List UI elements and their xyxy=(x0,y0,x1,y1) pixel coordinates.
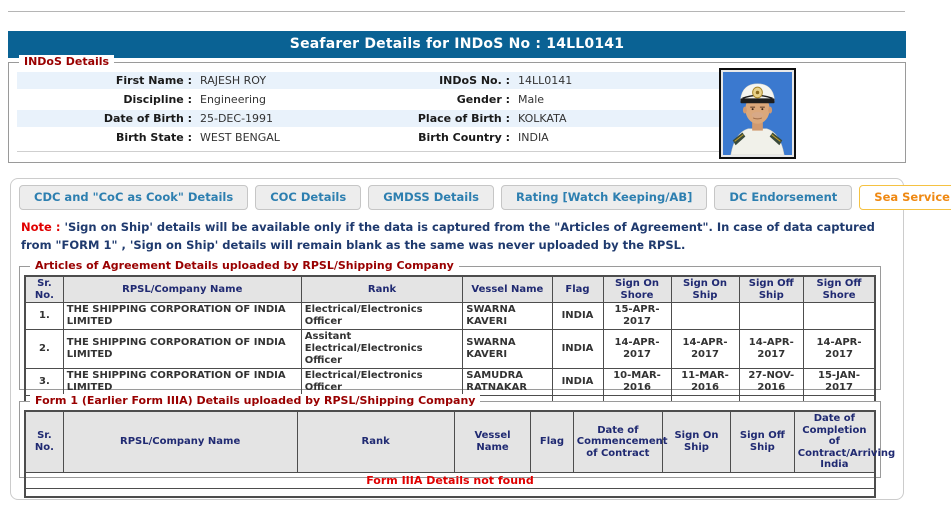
col-flag: Flag xyxy=(530,410,574,473)
cell-vessel: SWARNA KAVERI xyxy=(462,302,553,330)
cell-flag: INDIA xyxy=(551,368,604,396)
tab-rating-watch-keeping[interactable]: Rating [Watch Keeping/AB] xyxy=(501,185,708,210)
detail-row-name: First Name : RAJESH ROY INDoS No. : 14LL… xyxy=(17,72,719,89)
col-rank: Rank xyxy=(300,275,464,303)
form1-table-wrap: Sr. No. RPSL/Company Name Rank Vessel Na… xyxy=(24,410,895,499)
col-vessel: Vessel Name xyxy=(462,275,553,303)
cell-sign-off-ship xyxy=(738,302,805,330)
cell-company: THE SHIPPING CORPORATION OF INDIA LIMITE… xyxy=(62,302,302,330)
col-company: RPSL/Company Name xyxy=(62,410,298,473)
tab-coc-details[interactable]: COC Details xyxy=(255,185,362,210)
col-sign-on-ship: Sign On Ship xyxy=(662,410,731,473)
form1-table: Sr. No. RPSL/Company Name Rank Vessel Na… xyxy=(24,410,895,499)
form1-header-row: Sr. No. RPSL/Company Name Rank Vessel Na… xyxy=(24,410,895,473)
col-sign-on-shore: Sign On Shore xyxy=(602,275,672,303)
cell-sign-on-shore: 15-APR-2017 xyxy=(602,302,672,330)
articles-legend: Articles of Agreement Details uploaded b… xyxy=(30,259,459,272)
gender-label: Gender : xyxy=(456,93,510,106)
indos-details-legend: INDoS Details xyxy=(19,55,115,68)
col-company: RPSL/Company Name xyxy=(62,275,302,303)
dob-value: 25-DEC-1991 xyxy=(200,112,274,125)
table-row: 1. THE SHIPPING CORPORATION OF INDIA LIM… xyxy=(24,302,876,330)
cell-sign-off-ship: 27-NOV-2016 xyxy=(738,368,805,396)
first-name-label: First Name : xyxy=(115,74,192,87)
cell-flag: INDIA xyxy=(551,302,604,330)
cell-sign-off-ship: 14-APR-2017 xyxy=(738,329,805,369)
cell-rank: Electrical/Electronics Officer xyxy=(300,302,464,330)
cell-vessel: SWARNA KAVERI xyxy=(462,329,553,369)
cell-vessel: SAMUDRA RATNAKAR xyxy=(462,368,553,396)
tab-cdc-coc-as-cook[interactable]: CDC and "CoC as Cook" Details xyxy=(19,185,249,210)
table-row: 3. THE SHIPPING CORPORATION OF INDIA LIM… xyxy=(24,368,876,396)
indos-no-value: 14LL0141 xyxy=(518,74,573,87)
sign-on-ship-note: Note : 'Sign on Ship' details will be av… xyxy=(21,219,889,255)
col-vessel: Vessel Name xyxy=(453,410,532,473)
seafarer-photo-image xyxy=(723,72,792,155)
col-sr-no: Sr. No. xyxy=(24,410,64,473)
cell-sign-off-shore: 14-APR-2017 xyxy=(803,329,876,369)
note-prefix: Note : xyxy=(21,220,61,234)
birth-state-label: Birth State : xyxy=(115,131,192,144)
page-title: Seafarer Details for INDoS No : 14LL0141 xyxy=(8,31,906,58)
cell-sign-on-shore: 10-MAR-2016 xyxy=(602,368,672,396)
col-sign-off-ship: Sign Off Ship xyxy=(730,410,795,473)
form1-spacer-cell xyxy=(24,487,876,498)
cell-sr: 1. xyxy=(24,302,64,330)
place-of-birth-value: KOLKATA xyxy=(518,112,567,125)
birth-country-label: Birth Country : xyxy=(418,131,510,144)
col-rank: Rank xyxy=(296,410,455,473)
cell-sign-on-shore: 14-APR-2017 xyxy=(602,329,672,369)
indos-detail-rows: First Name : RAJESH ROY INDoS No. : 14LL… xyxy=(17,72,719,152)
col-date-commencement: Date of Commencement of Contract xyxy=(572,410,668,473)
discipline-label: Discipline : xyxy=(123,93,192,106)
birth-state-value: WEST BENGAL xyxy=(200,131,280,144)
indos-details-fieldset: INDoS Details First Name : RAJESH ROY IN… xyxy=(8,55,906,163)
cell-company: THE SHIPPING CORPORATION OF INDIA LIMITE… xyxy=(62,368,302,396)
top-divider xyxy=(8,11,905,12)
form1-fieldset: Form 1 (Earlier Form IIIA) Details uploa… xyxy=(19,394,895,499)
cell-rank: Assitant Electrical/Electronics Officer xyxy=(300,329,464,369)
form1-not-found-message: Form IIIA Details not found xyxy=(24,471,876,489)
detail-row-state: Birth State : WEST BENGAL Birth Country … xyxy=(17,129,719,146)
cell-company: THE SHIPPING CORPORATION OF INDIA LIMITE… xyxy=(62,329,302,369)
tab-bar: CDC and "CoC as Cook" Details COC Detail… xyxy=(19,185,951,210)
col-flag: Flag xyxy=(551,275,604,303)
col-sr-no: Sr. No. xyxy=(24,275,64,303)
cell-sr: 3. xyxy=(24,368,64,396)
first-name-value: RAJESH ROY xyxy=(200,74,267,87)
articles-header-row: Sr. No. RPSL/Company Name Rank Vessel Na… xyxy=(24,275,876,303)
col-sign-off-ship: Sign Off Ship xyxy=(738,275,805,303)
articles-of-agreement-fieldset: Articles of Agreement Details uploaded b… xyxy=(19,259,881,436)
form1-spacer-row xyxy=(24,487,876,498)
detail-row-birth: Date of Birth : 25-DEC-1991 Place of Bir… xyxy=(17,110,719,127)
seafarer-photo xyxy=(719,68,796,159)
tab-dc-endorsement[interactable]: DC Endorsement xyxy=(714,185,853,210)
place-of-birth-label: Place of Birth : xyxy=(417,112,510,125)
gender-value: Male xyxy=(518,93,545,106)
indos-no-label: INDoS No. : xyxy=(439,74,510,87)
tab-sea-service-details[interactable]: Sea Service Details xyxy=(859,185,951,210)
discipline-value: Engineering xyxy=(200,93,266,106)
note-body: 'Sign on Ship' details will be available… xyxy=(21,220,875,252)
cell-sign-on-ship: 11-MAR-2016 xyxy=(670,368,740,396)
cell-sr: 2. xyxy=(24,329,64,369)
cell-flag: INDIA xyxy=(551,329,604,369)
col-sign-on-ship: Sign On Ship xyxy=(670,275,740,303)
col-sign-off-shore: Sign Off Shore xyxy=(803,275,876,303)
form1-empty-row: Form IIIA Details not found xyxy=(24,471,876,489)
table-row: 2. THE SHIPPING CORPORATION OF INDIA LIM… xyxy=(24,329,876,369)
form1-legend: Form 1 (Earlier Form IIIA) Details uploa… xyxy=(30,394,481,407)
cell-rank: Electrical/Electronics Officer xyxy=(300,368,464,396)
cell-sign-on-ship: 14-APR-2017 xyxy=(670,329,740,369)
dob-label: Date of Birth : xyxy=(103,112,192,125)
tab-gmdss-details[interactable]: GMDSS Details xyxy=(368,185,495,210)
detail-row-discipline: Discipline : Engineering Gender : Male xyxy=(17,91,719,108)
cell-sign-on-ship xyxy=(670,302,740,330)
col-date-completion: Date of Completion of Contract/Arriving … xyxy=(793,410,895,473)
cell-sign-off-shore: 15-JAN-2017 xyxy=(803,368,876,396)
birth-country-value: INDIA xyxy=(518,131,549,144)
cell-sign-off-shore xyxy=(803,302,876,330)
tab-content-panel: CDC and "CoC as Cook" Details COC Detail… xyxy=(10,178,951,500)
